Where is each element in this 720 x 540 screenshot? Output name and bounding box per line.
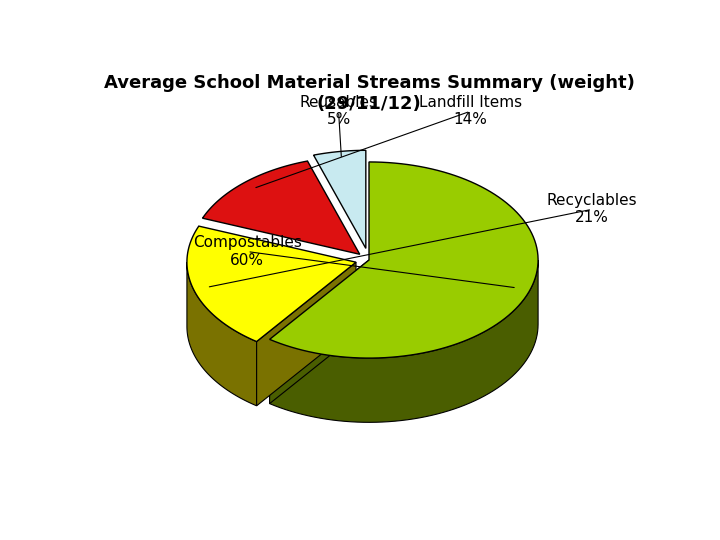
Text: Compostables
60%: Compostables 60% [193, 235, 302, 268]
Polygon shape [269, 162, 538, 358]
Polygon shape [269, 260, 369, 403]
Polygon shape [256, 262, 356, 406]
Polygon shape [202, 161, 360, 254]
Polygon shape [269, 260, 538, 422]
Polygon shape [314, 150, 366, 248]
Text: Landfill Items
14%: Landfill Items 14% [419, 95, 522, 127]
Text: Average School Material Streams Summary (weight)
(29/11/12): Average School Material Streams Summary … [104, 74, 634, 113]
Text: Recyclables
21%: Recyclables 21% [547, 193, 637, 226]
Text: Reusables
5%: Reusables 5% [300, 95, 377, 127]
Polygon shape [187, 262, 256, 406]
Polygon shape [187, 226, 356, 341]
